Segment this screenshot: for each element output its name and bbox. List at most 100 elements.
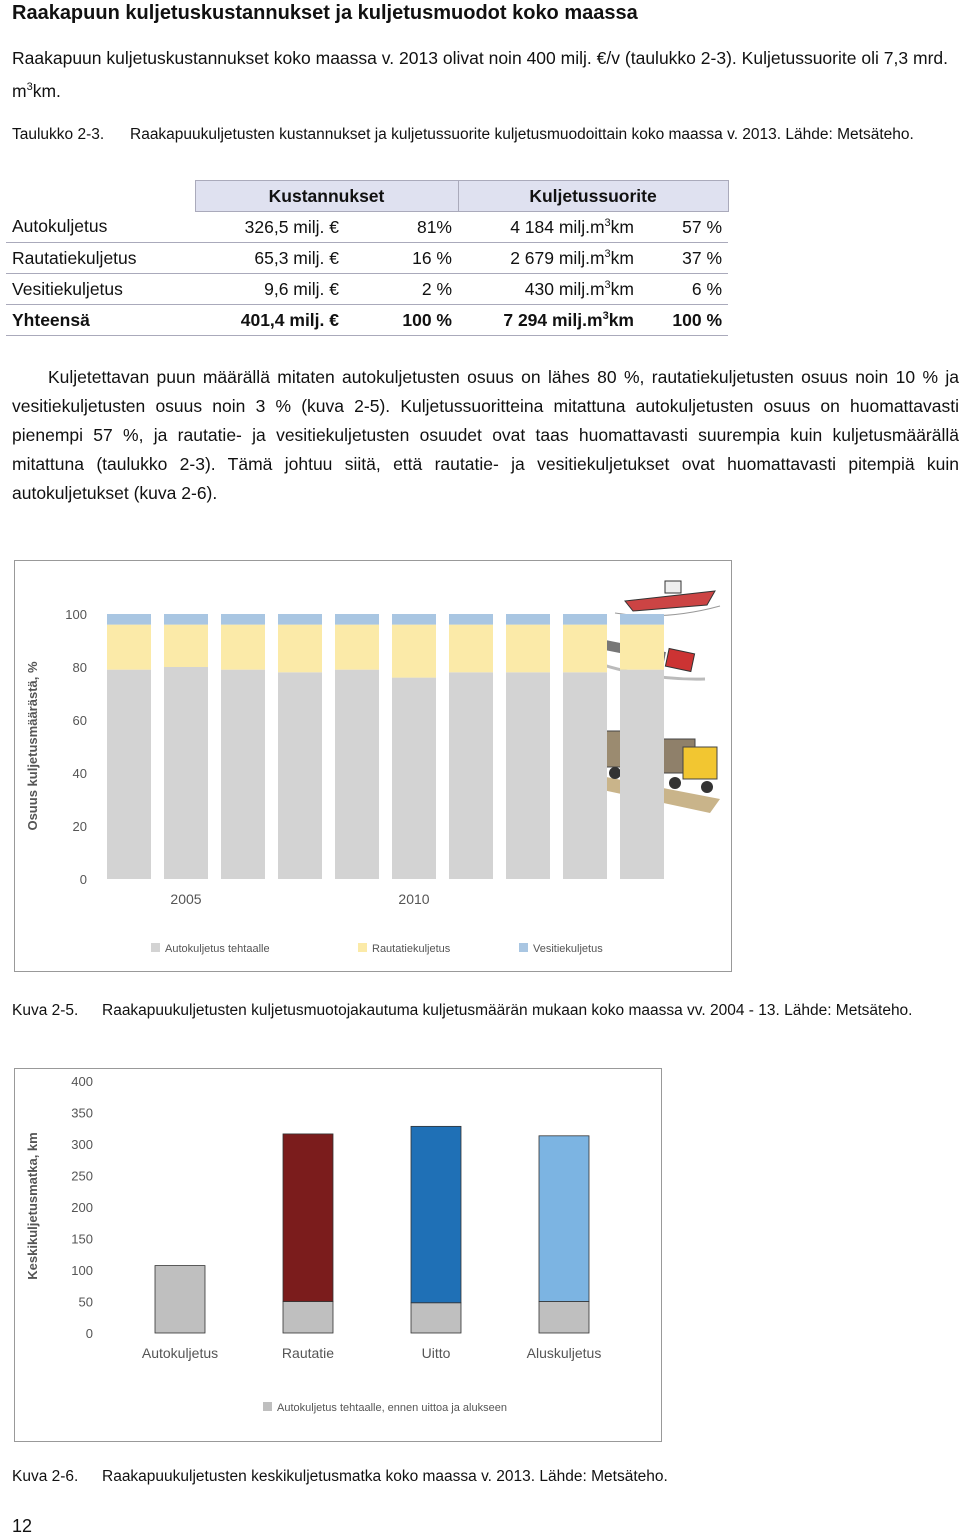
figure-caption: Raakapuukuljetusten keskikuljetusmatka k… (102, 1468, 668, 1485)
chart-share: 0 20 40 60 80 100 Osuus kuljetusmäärästä, % 200… (14, 560, 732, 972)
bar-segment (335, 669, 379, 879)
superscript: 3 (26, 81, 33, 93)
volume-share: 57 % (640, 211, 729, 243)
legend-label: Autokuljetus tehtaalle, ennen uittoa ja … (277, 1402, 507, 1414)
bar-segment (538, 1301, 590, 1334)
cost: 401,4 milj. € (195, 304, 345, 336)
y-tick-label: 80 (73, 660, 87, 675)
volume-value: 4 184 milj.m (510, 216, 605, 237)
bar-segment (221, 614, 265, 625)
bar-segment (335, 614, 379, 625)
bar-segment (278, 672, 322, 879)
volume: 7 294 milj.m3km (458, 304, 640, 336)
cost: 9,6 milj. € (195, 273, 345, 305)
y-tick-label: 0 (86, 1326, 93, 1341)
table-row: Rautatiekuljetus 65,3 milj. €16 % 2 679 mi… (6, 242, 729, 274)
volume: 4 184 milj.m3km (458, 211, 640, 243)
bar-segment (449, 624, 493, 673)
bar-segment (449, 614, 493, 625)
header-cell: Kuljetussuorite (457, 180, 729, 212)
cost-share: 16 % (345, 242, 458, 274)
bar-segment (107, 614, 151, 625)
volume-share: 37 % (640, 242, 729, 274)
volume-unit: km (608, 309, 634, 330)
legend-swatch (519, 943, 528, 952)
intro-text: Raakapuun kuljetuskustannukset koko maas… (12, 48, 948, 101)
volume-value: 7 294 milj.m (503, 309, 603, 330)
x-tick-label: Aluskuljetus (527, 1345, 602, 1361)
legend-label: Vesitiekuljetus (533, 943, 603, 955)
y-tick-label: 350 (71, 1106, 93, 1121)
row-label: Rautatiekuljetus (6, 242, 195, 274)
legend-swatch (151, 943, 160, 952)
bar-segment (221, 624, 265, 670)
x-tick-label: 2010 (398, 891, 429, 907)
table-row: Autokuljetus 326,5 milj. €81% 4 184 milj.m… (6, 211, 729, 243)
bar-segment (282, 1301, 334, 1334)
x-tick-label: Autokuljetus (142, 1345, 218, 1361)
volume: 430 milj.m3km (458, 273, 640, 305)
y-tick-label: 50 (79, 1295, 93, 1310)
figure-label: Kuva 2-6. (12, 1468, 79, 1485)
bar-segment (335, 624, 379, 670)
y-axis-label: Osuus kuljetusmäärästä, % (25, 661, 40, 831)
bar-segment (449, 672, 493, 879)
volume: 2 679 milj.m3km (458, 242, 640, 274)
bar-segment (278, 624, 322, 673)
header-row: Kustannukset Kuljetussuorite (6, 180, 729, 212)
bar-segment (107, 669, 151, 879)
bar-segment (506, 672, 550, 879)
bar-segment (392, 614, 436, 625)
table-body: Kustannukset Kuljetussuorite Autokuljetu… (6, 180, 729, 336)
bar-segment (563, 614, 607, 625)
page-number: 12 (12, 1516, 33, 1536)
cost: 326,5 milj. € (195, 211, 345, 243)
y-tick-label: 250 (71, 1169, 93, 1184)
y-tick-label: 200 (71, 1200, 93, 1215)
y-tick-label: 20 (73, 819, 87, 834)
bar-segment (506, 614, 550, 625)
bar-segment (410, 1125, 462, 1304)
y-axis-label: Keskikuljetusmatka, km (25, 1132, 40, 1279)
bar-segment (506, 624, 550, 673)
cost-share: 81% (345, 211, 458, 243)
table-caption: Raakapuukuljetusten kustannukset ja kulj… (130, 126, 914, 143)
bar-segment (282, 1133, 334, 1302)
cost-share: 100 % (345, 304, 458, 336)
superscript: 3 (602, 309, 609, 322)
bar-segment (538, 1135, 590, 1302)
volume-unit: km (610, 278, 634, 299)
intro: Raakapuun kuljetuskustannukset koko maas… (12, 44, 948, 106)
bar-segment (410, 1302, 462, 1334)
chart-distance: 0 50 100 150 200 250 300 350 400 Keskikuljetusmat… (14, 1068, 662, 1442)
volume-share: 100 % (640, 304, 729, 336)
y-tick-label: 300 (71, 1137, 93, 1152)
body-text: Kuljetettavan puun määrällä mitaten auto… (12, 367, 959, 503)
blank-cell (6, 181, 195, 212)
volume-unit: km (610, 216, 634, 237)
figure-label: Kuva 2-5. (12, 1002, 79, 1019)
volume-value: 430 milj.m (524, 278, 605, 299)
legend-label: Rautatiekuljetus (372, 943, 451, 955)
legend-swatch (358, 943, 367, 952)
y-tick-label: 0 (80, 872, 87, 887)
table-row: Yhteensä 401,4 milj. €100 % 7 294 milj.m3k… (6, 304, 729, 336)
y-tick-label: 40 (73, 766, 87, 781)
x-tick-label: Rautatie (282, 1345, 334, 1361)
bar-segment (164, 614, 208, 625)
bar-segment (620, 614, 664, 625)
bar-segment (164, 624, 208, 667)
superscript: 3 (604, 247, 611, 260)
row-label: Autokuljetus (6, 211, 195, 243)
x-tick-label: Uitto (422, 1345, 451, 1361)
row-label: Yhteensä (6, 304, 195, 336)
illustration-ship (614, 580, 721, 617)
superscript: 3 (604, 216, 611, 229)
bar-segment (392, 624, 436, 678)
bar-segment (620, 624, 664, 670)
bar-segment (221, 669, 265, 879)
volume-share: 6 % (640, 273, 729, 305)
bar-segment (154, 1265, 206, 1334)
header-cell: Kustannukset (194, 180, 459, 212)
